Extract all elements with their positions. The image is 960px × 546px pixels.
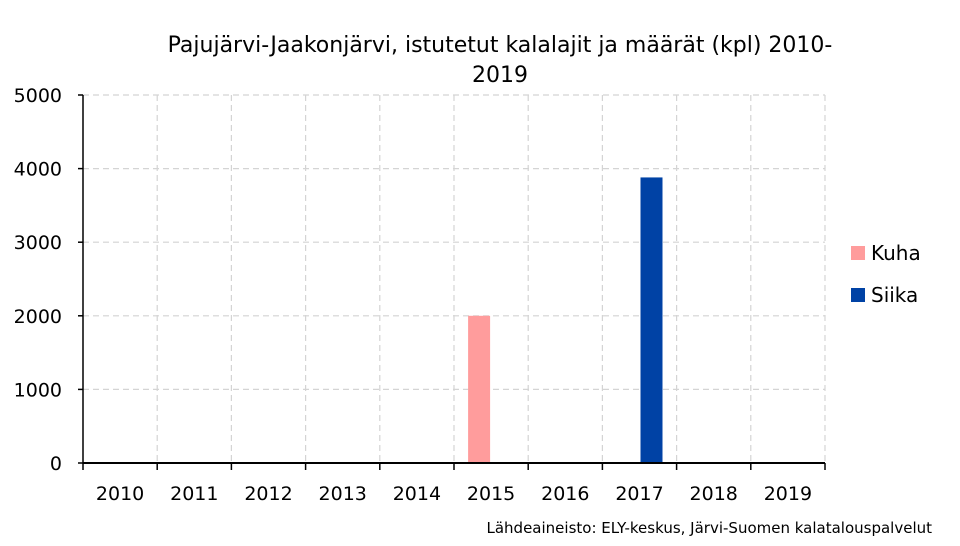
x-tick-label: 2010 [96, 483, 144, 505]
legend-swatch-kuha [851, 246, 865, 260]
y-tick-labels: 0 1000 2000 3000 4000 5000 [14, 85, 62, 475]
legend-label-kuha: Kuha [871, 241, 921, 265]
x-tick-labels: 2010 2011 2012 2013 2014 2015 2016 2017 2018 2019 [96, 483, 812, 505]
x-tick-label: 2019 [764, 483, 812, 505]
chart-title-line-2: 2019 [472, 63, 528, 88]
y-tick-label: 4000 [14, 159, 62, 181]
x-tick-label: 2017 [615, 483, 663, 505]
source-note: Lähdeaineisto: ELY-keskus, Järvi-Suomen … [487, 519, 933, 537]
bars [468, 177, 663, 463]
x-tick-label: 2015 [467, 483, 515, 505]
x-tick-label: 2016 [541, 483, 589, 505]
y-tick-label: 1000 [14, 379, 62, 401]
legend-swatch-siika [851, 288, 865, 302]
axes [78, 94, 826, 470]
y-tick-label: 5000 [14, 85, 62, 107]
x-tick-label: 2014 [393, 483, 441, 505]
gridlines [83, 94, 826, 463]
y-tick-label: 2000 [14, 306, 62, 328]
y-tick-label: 3000 [14, 232, 62, 254]
x-tick-label: 2018 [690, 483, 738, 505]
x-tick-label: 2012 [244, 483, 292, 505]
legend: Kuha Siika [851, 241, 921, 307]
x-tick-label: 2011 [170, 483, 218, 505]
bar-kuha-2015 [468, 315, 491, 463]
x-tick-label: 2013 [319, 483, 367, 505]
chart-title-line-1: Pajujärvi-Jaakonjärvi, istutetut kalalaj… [168, 33, 833, 58]
legend-label-siika: Siika [871, 283, 918, 307]
bar-siika-2017 [640, 177, 663, 463]
y-tick-label: 0 [50, 453, 62, 475]
